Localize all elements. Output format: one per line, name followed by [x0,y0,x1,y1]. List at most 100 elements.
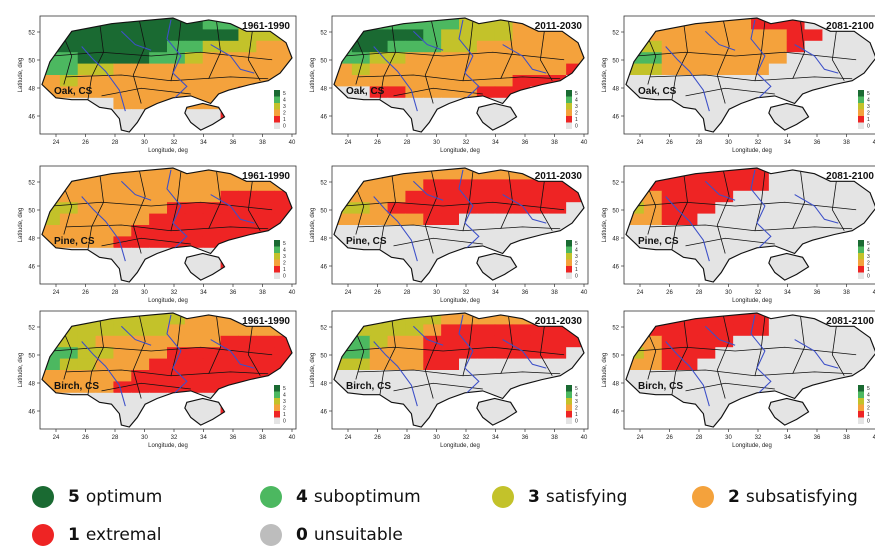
grid-cell [95,381,115,394]
legend-label: 0 unsuitable [296,525,403,545]
grid-cell [95,358,115,371]
grid-cell [643,347,663,360]
grid-cell [494,29,514,42]
x-tick-label: 40 [289,140,296,146]
grid-cell [131,109,150,122]
colorbar-swatch [566,391,572,398]
grid-cell [751,213,770,226]
x-tick-label: 38 [259,435,266,441]
grid-cell [476,86,496,99]
grid-cell [840,190,859,203]
grid-cell [220,347,240,360]
grid-cell [334,358,353,371]
grid-cell [238,225,257,237]
grid-cell [149,40,168,53]
region-border [393,237,483,247]
grid-cell [369,225,389,237]
grid-cell [643,52,663,65]
grid-cell [59,347,79,360]
legend-item-subsatisfying: 2 subsatisfying [692,484,858,510]
grid-cell [494,225,514,237]
river [704,180,736,201]
grid-cell [679,86,699,99]
grid-cell [733,190,752,203]
grid-cell [441,370,460,382]
colorbar-label: 1 [867,412,870,418]
legend-swatch-5 [32,486,54,508]
grid-cell [512,213,532,226]
region-border [831,31,845,81]
grid-cell [494,335,514,348]
grid-cell [858,190,875,203]
river [665,196,710,262]
grid-cell [131,63,150,76]
grid-cell [387,40,407,53]
grid-cell [751,324,770,337]
grid-cell [77,179,97,192]
grid-cell [751,370,770,382]
grid-cell [256,358,275,371]
grid-cell [768,190,788,203]
colorbar-swatch [858,240,864,247]
colorbar-swatch [566,109,572,116]
x-tick-label: 24 [637,435,644,441]
grid-cell [351,347,371,360]
colorbar-label: 2 [283,261,286,267]
grid-cell [274,335,293,348]
grid-cell [441,202,460,215]
colorbar-label: 3 [283,399,286,405]
grid-cell [423,75,442,87]
x-tick-label: 40 [581,435,588,441]
y-axis-label: Latitude, deg [310,208,316,243]
grid-cell [512,40,532,53]
colorbar-label: 2 [867,406,870,412]
grid-cell [530,179,549,192]
grid-cell [733,236,752,249]
grid-cell [387,324,407,337]
grid-cell [423,86,442,99]
region-border [831,326,845,376]
colorbar-label: 5 [867,241,870,247]
region-border [101,237,191,247]
grid-cell [59,225,79,237]
grid-cell [679,225,699,237]
grid-cell [822,190,841,203]
x-tick-label: 38 [843,290,850,296]
grid-cell [751,168,770,180]
grid-cell [697,236,716,249]
grid-cell [202,109,222,122]
grid-cell [95,370,115,382]
grid-cell [95,86,115,99]
grid-cell [768,225,788,237]
grid-cell [476,213,496,226]
grid-cell [405,190,424,203]
grid-cell [131,259,150,272]
grid-cell [95,190,115,203]
grid-cell [387,86,407,99]
colorbar-label: 5 [867,91,870,97]
grid-cell [387,225,407,237]
grid-cell [512,324,532,337]
grid-cell [733,86,752,99]
grid-cell [804,179,824,192]
country-outline [625,312,875,428]
country-outline [333,167,585,283]
y-tick-label: 48 [612,237,619,243]
grid-cell [274,52,293,65]
region-border [101,382,191,392]
colorbar-label: 4 [867,98,870,104]
grid-cell [113,18,132,30]
grid-cell [202,202,222,215]
river [210,194,255,224]
grid-cell [548,358,567,371]
x-tick-label: 24 [53,435,60,441]
grid-cell [42,213,61,226]
grid-cell [387,97,407,110]
grid-cell [768,168,788,180]
y-tick-label: 48 [612,382,619,388]
grid-cell [768,236,788,249]
grid-cell [77,358,97,371]
grid-cell [697,347,716,360]
x-tick-label: 32 [463,140,470,146]
